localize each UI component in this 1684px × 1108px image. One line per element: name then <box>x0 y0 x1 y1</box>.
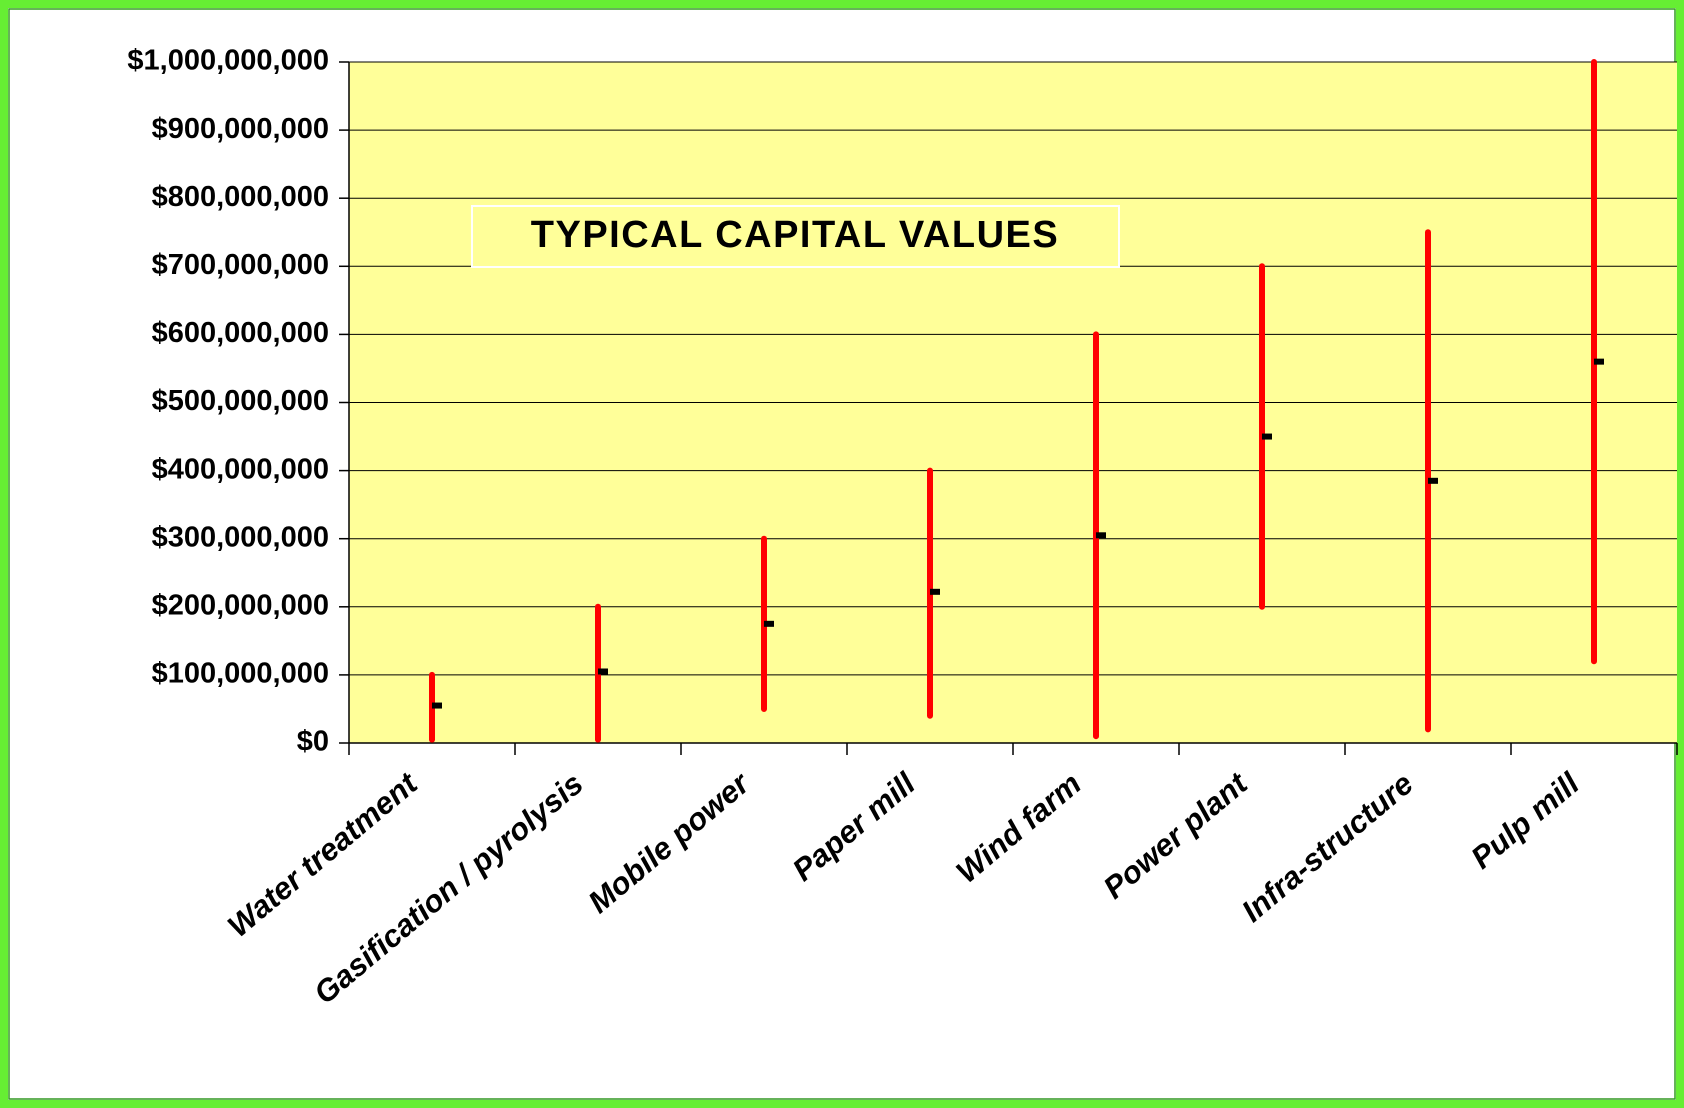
y-tick-label: $600,000,000 <box>152 317 329 349</box>
y-tick-label: $200,000,000 <box>152 589 329 621</box>
typical-marker <box>1262 433 1272 440</box>
y-tick-label: $1,000,000,000 <box>127 45 329 77</box>
y-tick-label: $500,000,000 <box>152 385 329 417</box>
y-tick-label: $900,000,000 <box>152 113 329 145</box>
typical-marker <box>1096 532 1106 539</box>
y-tick-label: $0 <box>297 726 329 758</box>
typical-marker <box>930 588 940 595</box>
typical-marker <box>764 620 774 627</box>
y-tick-label: $800,000,000 <box>152 181 329 213</box>
y-tick-label: $400,000,000 <box>152 453 329 485</box>
typical-marker <box>598 668 608 675</box>
chart-title: TYPICAL CAPITAL VALUES <box>531 214 1059 256</box>
y-tick-label: $300,000,000 <box>152 521 329 553</box>
typical-marker <box>1428 477 1438 484</box>
typical-marker <box>1594 358 1604 365</box>
typical-marker <box>432 702 442 709</box>
y-tick-label: $100,000,000 <box>152 658 329 690</box>
y-tick-label: $700,000,000 <box>152 249 329 281</box>
title-box <box>471 205 1120 268</box>
